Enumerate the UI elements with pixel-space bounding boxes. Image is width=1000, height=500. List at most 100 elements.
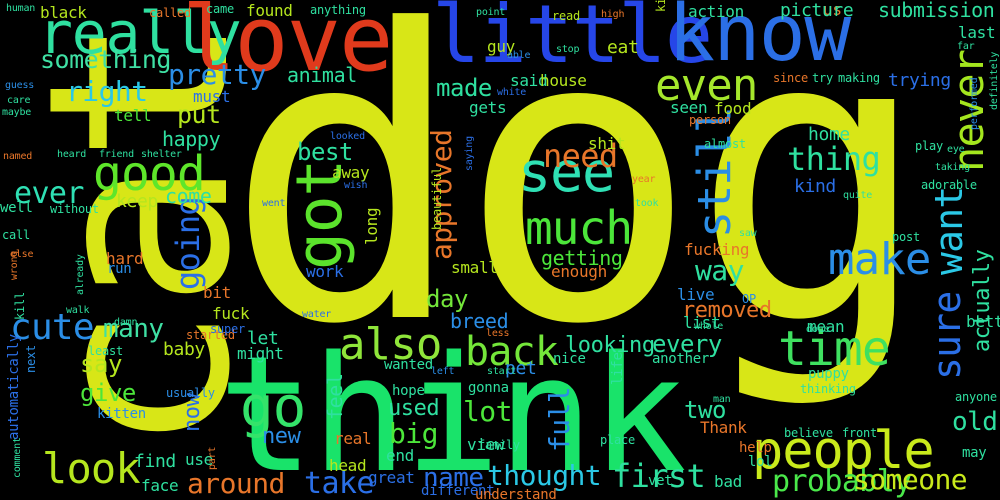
word-end: end [386,446,414,465]
word-picture: picture [780,0,854,21]
word-feel: feel [323,373,347,420]
word-guy: guy [487,37,515,56]
word-little: little [432,0,713,81]
word-far: far [957,41,975,52]
word-eat: eat [607,37,639,58]
word-found: found [246,1,293,20]
word-making: making [838,71,880,85]
word-say: say [80,350,122,378]
word-enough: enough [551,262,607,281]
word-taking: taking [935,162,970,173]
word-kitten: kitten [97,406,146,422]
word-around: around [187,467,285,500]
word-really: really [38,0,242,67]
word-gets: gets [469,98,507,117]
word-stop: stop [556,44,580,55]
word-water: water [302,309,332,320]
word-puppy: puppy [808,366,849,382]
word-good: good [93,146,206,202]
word-look: look [42,444,141,493]
word-day: day [426,285,468,313]
word-care: care [7,95,31,106]
word-tell: tell [114,106,152,125]
word-white: white [497,87,527,98]
word-friend: friend [99,149,134,160]
word-take: take [304,466,374,500]
word-beautiful: beautiful [430,167,444,230]
word-least: least [88,344,123,358]
word-last: last [958,23,996,42]
word-know: know [668,0,851,79]
word-usually: usually [166,386,215,400]
word-saying: saying [464,136,475,171]
word-baby: baby [163,339,205,360]
word-automatically: automatically [6,334,22,440]
word-called: called [149,6,191,20]
word-time: time [778,321,891,377]
word-long: long [362,207,381,245]
word-person: person [689,113,731,127]
word-eye: eye [947,144,965,155]
word-started: started [186,328,235,342]
word-play: play [915,139,943,153]
word-happy: happy [162,127,221,151]
word-ever: ever [14,176,84,211]
word-probably: probably [772,464,912,499]
word-looked: looked [330,131,365,142]
word-help: help [739,440,772,456]
word-kill: kill [13,292,27,320]
word-think: think [218,321,687,500]
word-thought: thought [487,459,602,492]
word-let: let [247,328,279,349]
word-definitely: definitely [989,51,1000,110]
word-every: every [652,330,722,358]
word-black: black [40,3,87,22]
word-thinking: thinking [800,382,856,396]
word-adorable: adorable [921,178,977,192]
word-cute: cute [10,307,95,348]
word-dog: dog [225,0,931,412]
word-lot: lot [463,395,512,428]
word-sure: sure [925,291,969,380]
word-fucking: fucking [684,240,750,259]
word-name: name [423,463,484,493]
word-shelter: shelter [141,149,182,160]
word-removed: removed [682,298,772,323]
word-thing: thing [787,140,881,178]
word-face: face [141,476,179,495]
word-action: action [688,2,744,21]
word-saw: saw [739,228,757,239]
word-new: new [262,424,301,449]
word-breed: breed [450,309,509,333]
word-put: put [177,100,221,129]
word-use: use [185,450,213,469]
word-need: need [543,137,618,175]
word-try: try [812,71,833,85]
word-pretty: pretty [168,58,266,91]
word-went: went [262,198,286,209]
word-house: house [540,71,587,90]
word-us: us [823,0,842,19]
word-super: super [210,322,245,336]
word-real: real [334,429,372,448]
word-list: list [683,313,721,332]
word-vet: vet [648,473,673,489]
word-best: best [297,138,353,166]
word-call: call [2,228,30,242]
word-away: away [332,163,370,182]
word-read: read [552,9,580,23]
word-keep: keep [116,191,158,212]
word-without: without [50,202,99,216]
word-go: go [240,375,306,440]
word-people: people [752,421,935,481]
word-full: full [543,386,576,452]
word-else: else [10,249,34,260]
word-well: well [0,200,33,216]
word-believe: believe [784,426,833,440]
word-next: next [24,345,38,373]
word-big: big [389,417,438,450]
word-home: home [808,124,850,145]
word-performed: performed [969,77,980,130]
word-find: find [134,451,176,472]
